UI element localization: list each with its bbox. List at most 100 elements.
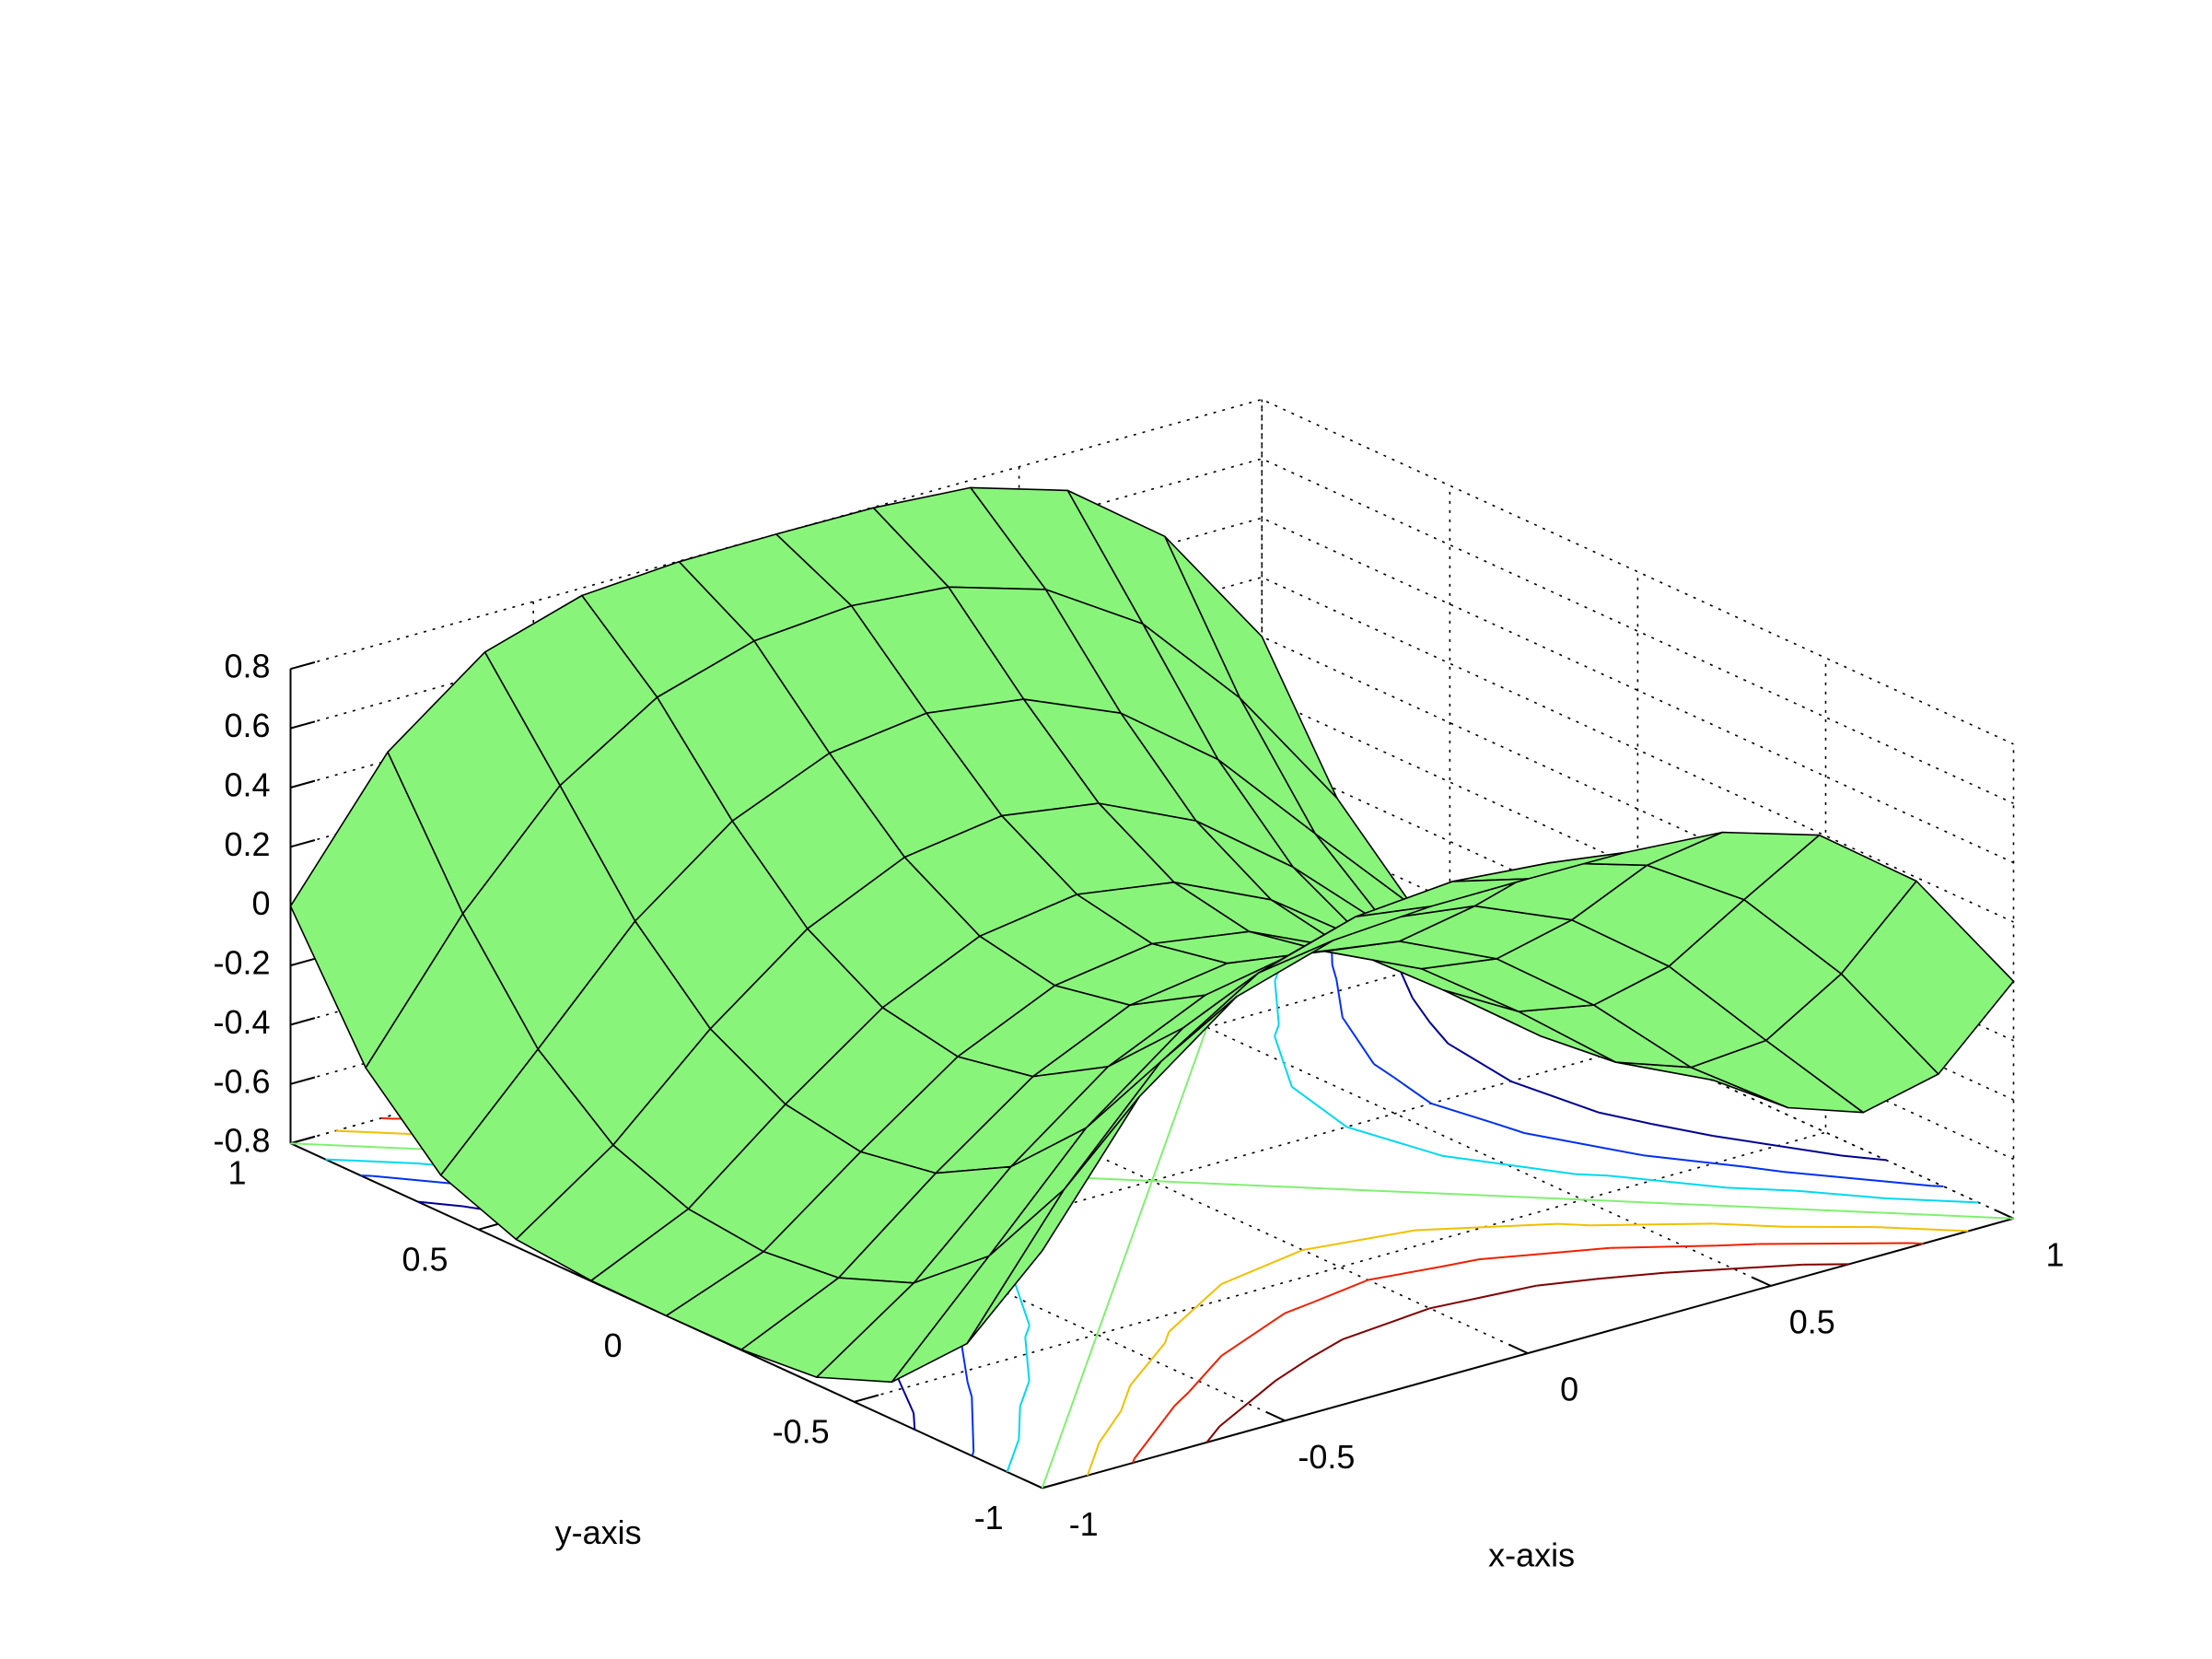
contour-line xyxy=(1595,1271,1665,1280)
x-axis-line xyxy=(1042,1217,2014,1490)
contour-line xyxy=(1274,980,1280,1025)
z-tick-mark xyxy=(290,720,316,730)
contour-line xyxy=(1173,1391,1190,1407)
z-tick-label: -0.6 xyxy=(213,1062,270,1100)
x-tick-label: 0 xyxy=(1560,1371,1578,1408)
contour-line xyxy=(1713,1135,1842,1157)
x-tick-mark xyxy=(1508,1343,1529,1355)
contour-line xyxy=(1430,1102,1494,1124)
contour-line xyxy=(1024,1337,1030,1382)
contour-line xyxy=(966,1382,973,1397)
contour-line xyxy=(1478,1246,1611,1261)
contour-line xyxy=(1172,1057,1197,1120)
contour-line xyxy=(1218,1380,1276,1428)
y-tick-label: 0 xyxy=(604,1326,623,1364)
x-grid-line xyxy=(1261,399,2014,1220)
contour-line xyxy=(1393,1076,1432,1104)
contour-line xyxy=(1492,1121,1525,1134)
contour-line xyxy=(1441,1154,1576,1175)
contour-line xyxy=(1063,1364,1088,1428)
surface-patch xyxy=(966,1095,1140,1345)
contour-line xyxy=(1275,1357,1310,1382)
z-tick-mark xyxy=(290,779,316,789)
contour-line xyxy=(1608,1174,1727,1189)
contour-line xyxy=(1589,1222,1714,1227)
y-tick-label: -0.5 xyxy=(773,1412,830,1450)
contour-line xyxy=(1107,1242,1132,1304)
contour-line xyxy=(1220,1312,1286,1357)
contour-line xyxy=(1598,1111,1652,1126)
contour-line xyxy=(971,1451,975,1456)
contour-line xyxy=(1302,1229,1416,1251)
contour-line xyxy=(960,1344,969,1383)
contour-line xyxy=(1151,1180,1325,1190)
contour-line xyxy=(1188,1355,1223,1393)
contour-line xyxy=(360,1174,373,1177)
contour-line xyxy=(1024,1325,1030,1338)
y-tick-mark xyxy=(290,1135,316,1145)
y-tick-label: 0.5 xyxy=(402,1240,448,1278)
contour-line xyxy=(1523,1132,1644,1157)
contour-line xyxy=(1098,1410,1123,1443)
contour-line xyxy=(1876,1226,1969,1233)
contour-line xyxy=(1274,1035,1293,1088)
contour-line xyxy=(1342,1307,1430,1341)
contour-line xyxy=(325,1158,418,1164)
contour-line xyxy=(1797,1189,1887,1199)
contour-line xyxy=(1368,1266,1442,1281)
z-tick-label: 0 xyxy=(251,884,270,922)
z-tick-mark xyxy=(290,957,316,967)
z-tick-label: 0.6 xyxy=(224,707,270,744)
contour-line xyxy=(1411,997,1431,1023)
contour-line xyxy=(1651,1123,1714,1138)
surface-layer xyxy=(289,486,2015,1384)
contour-line xyxy=(1726,1186,1798,1192)
contour-line xyxy=(1335,979,1344,1018)
contour-line xyxy=(380,1116,393,1120)
x-tick-label: -0.5 xyxy=(1298,1438,1355,1476)
y-tick-label: 1 xyxy=(227,1154,246,1192)
x-tick-mark xyxy=(1265,1410,1286,1422)
z-tick-label: -0.2 xyxy=(213,944,270,982)
contour-line xyxy=(1429,1284,1537,1310)
contour-line xyxy=(1575,1173,1609,1177)
contour-line xyxy=(1886,1198,1979,1204)
x-tick-label: 1 xyxy=(2045,1235,2064,1273)
y-tick-mark xyxy=(854,1394,879,1403)
y-tick-mark xyxy=(1042,1480,1067,1490)
contour-line xyxy=(1744,1165,1784,1174)
contour-line xyxy=(1841,1154,1887,1162)
z-tick-mark xyxy=(290,1076,316,1085)
z-tick-label: -0.4 xyxy=(213,1003,270,1041)
contour-line xyxy=(1133,1405,1176,1460)
contour-line xyxy=(1151,1118,1175,1182)
contour-line xyxy=(1643,1154,1745,1168)
contour-line xyxy=(1713,1222,1785,1228)
x-tick-mark xyxy=(1022,1478,1043,1490)
contour-line xyxy=(1041,1426,1065,1489)
x-tick-label: 0.5 xyxy=(1789,1303,1835,1340)
contour-line xyxy=(1802,1263,1849,1266)
contour-line xyxy=(417,1200,463,1208)
contour-line xyxy=(1274,1023,1280,1037)
z-tick-mark xyxy=(290,1017,316,1026)
contour-line xyxy=(1086,1442,1100,1477)
contour-line xyxy=(1783,1171,1932,1187)
contour-line xyxy=(1220,1249,1303,1286)
contour-line xyxy=(1019,1380,1030,1408)
y-tick-label: -1 xyxy=(974,1499,1004,1536)
label-layer: x-axis y-axis -0.8 -0.6 -0.4 -0.2 0 0.2 0.4 0.6… xyxy=(213,648,2064,1574)
contour-line xyxy=(1312,1279,1368,1303)
contour-line xyxy=(1610,1244,1717,1249)
z-tick-mark xyxy=(290,839,316,848)
contour-line xyxy=(1415,1222,1558,1232)
contour-line xyxy=(1205,1425,1221,1443)
contour-line xyxy=(1120,1384,1132,1411)
contour-line xyxy=(1163,1331,1170,1344)
contour-line xyxy=(1129,1342,1166,1386)
contour-line xyxy=(1129,1180,1153,1244)
contour-line xyxy=(1496,1195,1670,1205)
contour-line xyxy=(1428,1022,1449,1045)
